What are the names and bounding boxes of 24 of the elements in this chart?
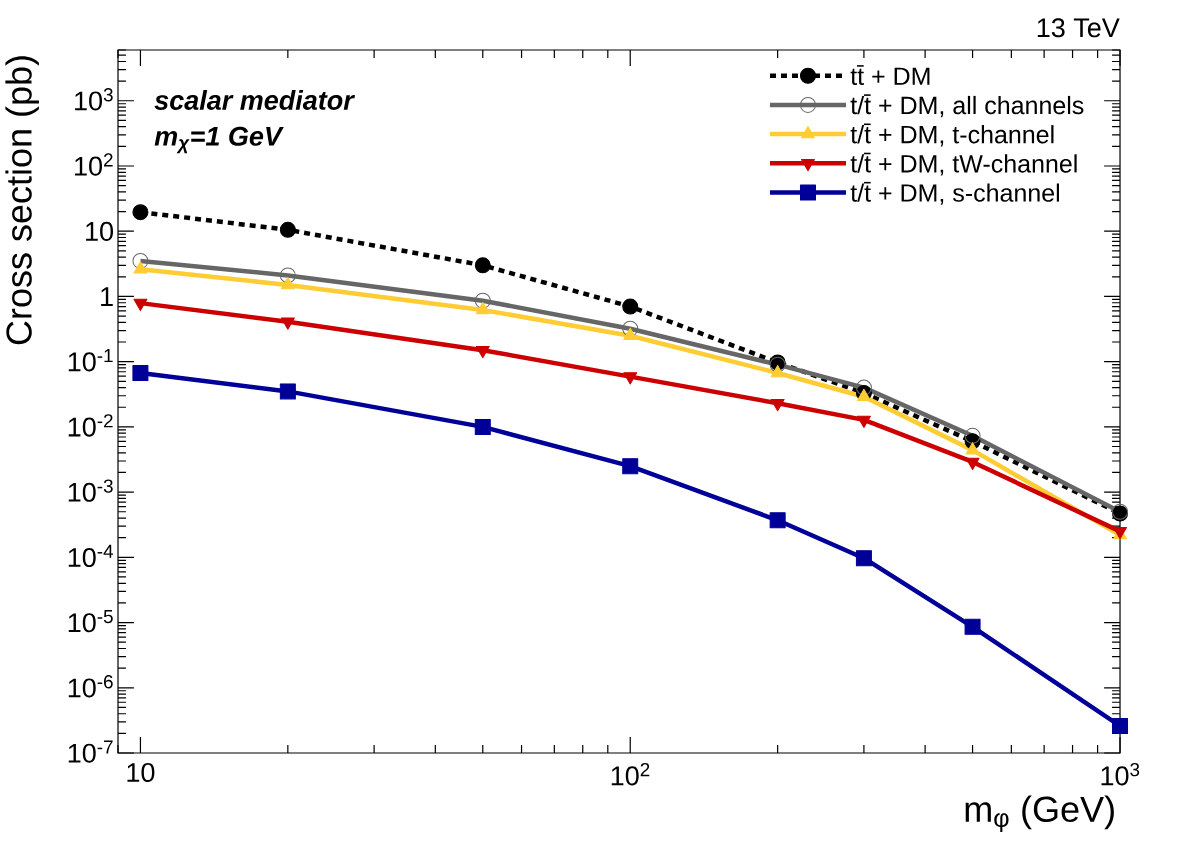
y-tick-label: 10	[86, 221, 114, 241]
y-tick-label: 10$^{-7}$	[68, 740, 113, 763]
y-tick-label: 10$^{-3}$	[68, 479, 113, 502]
legend-label: t/t̄ + DM, all channels	[850, 94, 1084, 118]
y-tick-label: 10$^{2}$	[75, 153, 113, 176]
annotation: m$_{χ}$=1 GeV	[154, 126, 284, 154]
x-tick-label: 10	[127, 762, 155, 783]
y-axis-title: Cross section (pb)	[5, 56, 39, 345]
annotation: scalar mediator	[154, 90, 355, 110]
y-tick-label: 10$^{-2}$	[68, 414, 113, 437]
y-tick-label: 1	[101, 287, 113, 306]
x-tick-label: 10$^{2}$	[611, 762, 650, 786]
y-tick-label: 10$^{-4}$	[68, 544, 114, 568]
y-tick-label: 10$^{3}$	[75, 88, 113, 111]
legend-label: t/t̄ + DM, tW-channel	[850, 152, 1077, 176]
y-tick-label: 10$^{-6}$	[68, 675, 113, 698]
legend-label: t/t̄ + DM, t-channel	[850, 123, 1054, 147]
y-tick-label: 10$^{-5}$	[68, 610, 113, 633]
legend-label: tt̄ + DM	[850, 65, 930, 86]
x-axis-title: m$_{φ}$ (GeV)	[965, 795, 1114, 832]
text: 13 TeV	[1037, 18, 1120, 38]
legend-label: t/t̄ + DM, s-channel	[850, 181, 1060, 205]
x-tick-label: 10$^{3}$	[1101, 762, 1140, 786]
y-tick-label: 10$^{-1}$	[68, 349, 113, 372]
